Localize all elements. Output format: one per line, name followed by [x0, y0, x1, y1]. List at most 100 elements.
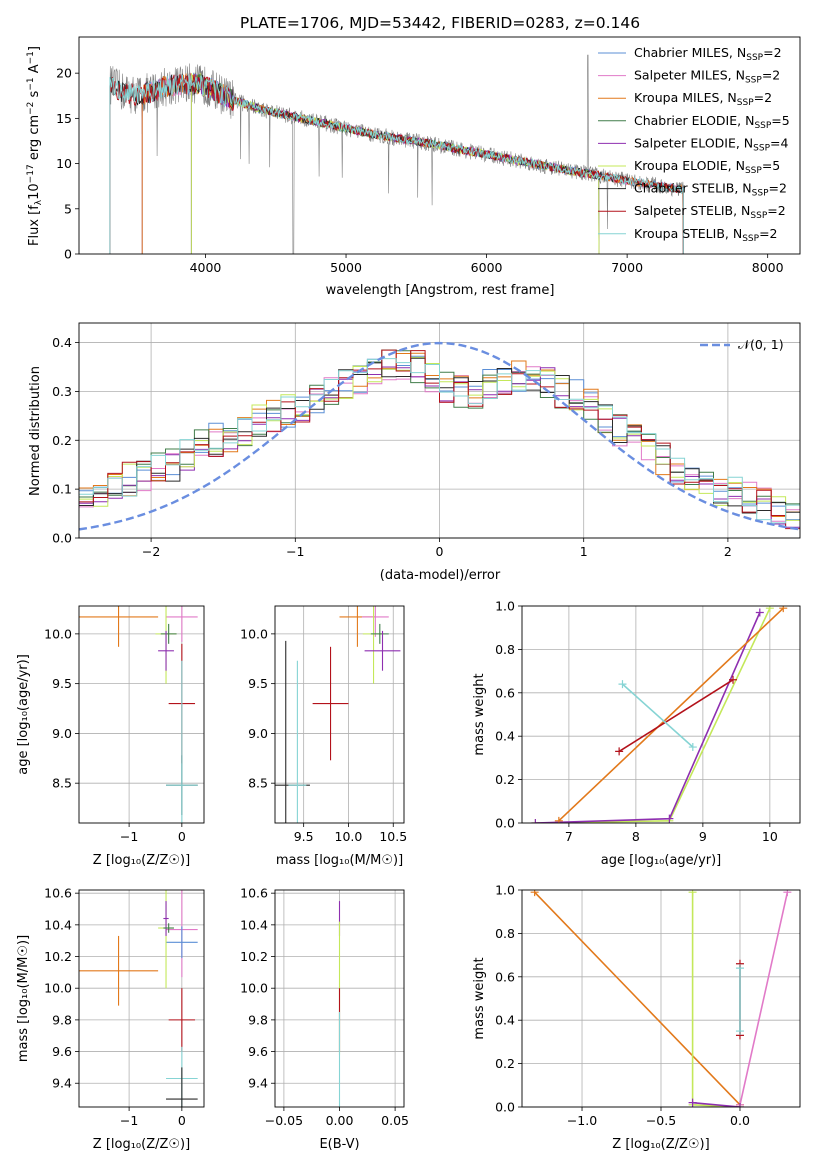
x-tick-label: 6000: [471, 260, 503, 275]
panel-histogram: −2 −1 0 1 2 0.0 0.1 0.2 0.3 0.4 𝒩(0, 1): [52, 322, 801, 559]
y-tick-label: 8.5: [52, 776, 72, 791]
x-tick-label: 2: [724, 544, 732, 559]
data-spectrum: [109, 54, 684, 254]
x-tick-label: 9.5: [294, 829, 314, 844]
x-tick-label: 1: [580, 544, 588, 559]
panel-spectrum: 4000 5000 6000 7000 8000 0 5 10 15 20 Chabrier MIL…: [26, 36, 801, 275]
axes-frame: [78, 322, 801, 539]
y-axis-label: age [log₁₀(age/yr)]: [16, 654, 31, 775]
x-tick-label: −1: [120, 829, 138, 844]
spectrum-x-label: wavelength [Angstrom, rest frame]: [326, 283, 555, 298]
axes-frame: [78, 36, 801, 255]
y-axis-label: mass weight: [472, 673, 487, 755]
weight-line: [739, 892, 789, 1105]
y-tick-label: 0.8: [495, 926, 515, 941]
x-axis-label: Z [log₁₀(Z/Z☉)]: [93, 1137, 190, 1152]
weight-line: [692, 1101, 741, 1107]
y-tick-label: 0: [64, 247, 72, 262]
y-tick-label: 0.0: [495, 1100, 515, 1115]
x-axis-label: mass [log₁₀(M/M☉)]: [276, 853, 403, 868]
x-tick-label: 5000: [330, 260, 362, 275]
weight-marker: [755, 608, 764, 617]
x-tick-label: 0.0: [730, 1113, 750, 1128]
y-tick-label: 9.5: [248, 676, 268, 691]
x-tick-label: 10.0: [335, 829, 363, 844]
weight-marker: [688, 890, 697, 897]
model-spectrum: [109, 73, 684, 254]
y-tick-label: 0.0: [52, 531, 72, 546]
histogram-step: [79, 358, 800, 524]
axes-frame: [78, 605, 205, 824]
y-tick-label: 0.0: [495, 816, 515, 831]
y-tick-label: 10: [56, 156, 72, 171]
axes-frame: [521, 605, 801, 824]
weight-marker: [783, 890, 792, 897]
panel-errorbar-3: 9.5 10.0 10.5 8.5 9.0 9.5 10.0 mass [log₁₀(M/M☉…: [240, 605, 407, 868]
model-spectrum: [109, 73, 684, 254]
panel-errorbar-5: −1 0 9.4 9.6 9.8 10.0 10.2 10.4 10.6 Z [log₁₀(Z/Z…: [16, 886, 205, 1152]
x-tick-label: 4000: [190, 260, 222, 275]
weight-marker: [688, 1098, 697, 1107]
x-axis-label: E(B-V): [319, 1137, 359, 1152]
x-tick-label: 8: [632, 829, 640, 844]
y-tick-label: 0.3: [52, 384, 72, 399]
x-tick-label: −0.05: [265, 1113, 303, 1128]
y-tick-label: 0.6: [495, 969, 515, 984]
x-tick-label: 9: [699, 829, 707, 844]
legend-entry: Chabrier MILES, NSSP=2: [634, 45, 782, 63]
y-tick-label: 9.5: [52, 676, 72, 691]
legend-entry: Kroupa MILES, NSSP=2: [634, 90, 772, 108]
x-tick-label: 0.05: [381, 1113, 409, 1128]
panel-weights-7: −1.0 −0.5 0.0 0.0 0.2 0.4 0.6 0.8 1.0 Z [log₁₀(Z/…: [472, 883, 801, 1152]
y-tick-label: 15: [56, 111, 72, 126]
y-tick-label: 20: [56, 66, 72, 81]
weight-lines: [531, 606, 788, 823]
histogram-x-label: (data-model)/error: [380, 568, 501, 583]
weight-marker: [554, 816, 563, 823]
weight-marker: [735, 1027, 744, 1036]
x-tick-label: −0.5: [646, 1113, 676, 1128]
panel-errorbar-2: −1 0 8.5 9.0 9.5 10.0 Z [log₁₀(Z/Z☉)] age [log₁…: [16, 605, 205, 868]
y-tick-label: 10.0: [44, 626, 72, 641]
x-tick-label: 10: [762, 829, 778, 844]
x-tick-label: −2: [142, 544, 160, 559]
weight-lines: [530, 890, 792, 1107]
weight-marker: [688, 743, 697, 752]
axes-frame: [274, 889, 405, 1108]
legend-entry: Chabrier ELODIE, NSSP=5: [634, 113, 790, 131]
y-tick-label: 10.2: [240, 949, 268, 964]
weight-line: [535, 607, 771, 823]
weight-marker: [665, 814, 674, 823]
y-tick-label: 10.6: [240, 886, 268, 901]
model-spectrum: [109, 72, 684, 254]
errorbars: [275, 606, 401, 823]
y-tick-label: 0.2: [52, 433, 72, 448]
weight-line: [621, 683, 694, 748]
weight-marker: [729, 675, 738, 684]
panel-errorbar-6: −0.05 0.00 0.05 9.4 9.6 9.8 10.0 10.2 10.4 10.6 E(…: [240, 886, 409, 1152]
histogram-step: [79, 349, 800, 530]
spectrum-y-label: Flux [fλ10−17 erg cm−2 s−1 A−1]: [26, 46, 44, 246]
y-tick-label: 10.6: [44, 886, 72, 901]
y-tick-label: 10.4: [240, 917, 268, 932]
weight-marker: [530, 890, 539, 897]
y-tick-label: 9.8: [52, 1012, 72, 1027]
y-tick-label: 0.6: [495, 685, 515, 700]
x-tick-label: 0.00: [326, 1113, 354, 1128]
legend-entry: Chabrier STELIB, NSSP=2: [634, 181, 787, 199]
y-tick-label: 10.0: [44, 981, 72, 996]
weight-marker: [735, 1103, 744, 1107]
legend-entry: Salpeter ELODIE, NSSP=4: [634, 135, 789, 153]
weight-line: [558, 607, 784, 822]
y-tick-label: 9.6: [52, 1044, 72, 1059]
y-tick-label: 9.0: [52, 726, 72, 741]
weight-marker: [779, 606, 788, 613]
y-axis-label: mass [log₁₀(M/M☉)]: [16, 935, 31, 1062]
x-tick-label: 0: [178, 1113, 186, 1128]
y-tick-label: 9.4: [248, 1076, 268, 1091]
x-tick-label: −1: [286, 544, 304, 559]
weight-marker: [765, 606, 774, 613]
x-tick-label: −1: [120, 1113, 138, 1128]
y-tick-label: 0.4: [52, 335, 72, 350]
